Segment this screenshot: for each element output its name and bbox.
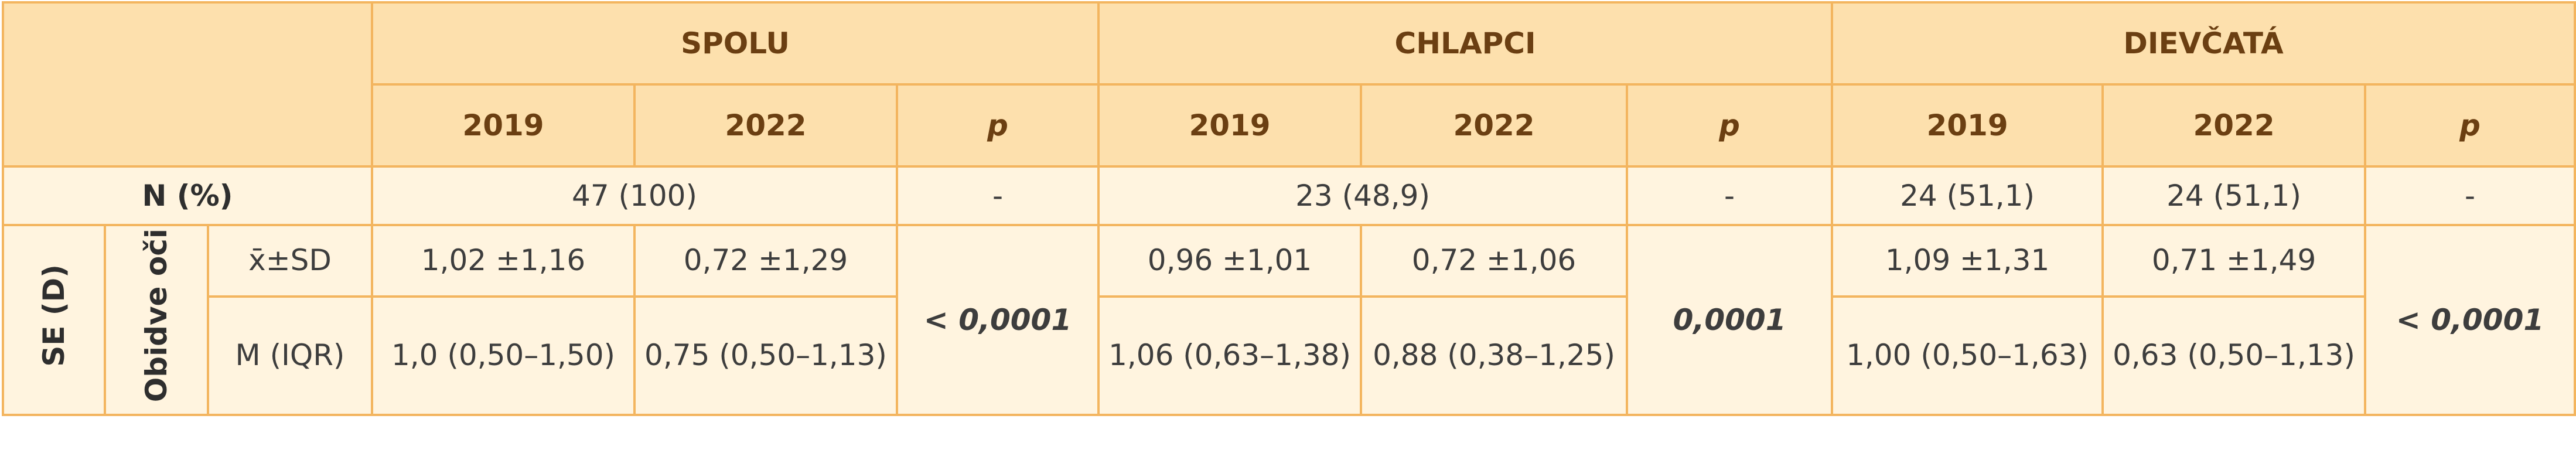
block-label: SE (D): [2, 223, 106, 417]
year-header: 2022: [1360, 83, 1629, 168]
cell: 1,00 (0,50–1,63): [1831, 295, 2104, 417]
year-header: 2019: [1097, 83, 1363, 168]
cell: 24 (51,1): [2101, 165, 2367, 226]
p-value: 0,0001: [1626, 223, 1834, 417]
stat-label: x̄±SD: [207, 224, 373, 298]
cell: 1,0 (0,50–1,50): [371, 295, 636, 417]
p-header: p: [1626, 83, 1834, 168]
cell: -: [2364, 165, 2576, 226]
header-row: SPOLU CHLAPCI DIEVČATÁ: [2, 1, 2576, 168]
year-header: 2019: [371, 83, 636, 168]
group-header: SPOLU: [370, 1, 1100, 86]
cell: 0,88 (0,38–1,25): [1360, 295, 1629, 417]
mean-row: SE (D) Obidve oči x̄±SD 1,02 ±1,16 0,72 …: [2, 223, 2576, 417]
cell: 0,96 ±1,01: [1097, 224, 1363, 298]
block-sublabel: Obidve oči: [104, 223, 209, 417]
block-sublabel-text: Obidve oči: [139, 229, 173, 403]
corner-cell: [2, 1, 373, 168]
cell: 0,75 (0,50–1,13): [633, 295, 898, 417]
cell: 47 (100): [371, 165, 898, 226]
cell: 1,09 ±1,31: [1831, 224, 2104, 298]
cell: -: [1626, 165, 1834, 226]
n-row: N (%) 47 (100) - 23 (48,9) - 24 (51,1) 2…: [2, 165, 2576, 226]
block-label-text: SE (D): [36, 264, 71, 367]
stat-label: M (IQR): [207, 295, 373, 417]
p-header: p: [2364, 83, 2576, 168]
subheader-row: 2019 2022 p 2019 2022 p 2019 2022 p: [3, 83, 2576, 168]
cell: 0,72 ±1,29: [633, 224, 898, 298]
year-header: 2019: [1831, 83, 2104, 168]
p-value: < 0,0001: [895, 223, 1100, 417]
p-value: < 0,0001: [2364, 223, 2576, 417]
cell: -: [895, 165, 1100, 226]
median-row: M (IQR) 1,0 (0,50–1,50) 0,75 (0,50–1,13)…: [3, 295, 2575, 417]
cell: 0,63 (0,50–1,13): [2101, 295, 2367, 417]
group-header: CHLAPCI: [1097, 1, 1834, 86]
cell: 1,02 ±1,16: [371, 224, 636, 298]
row-label: N (%): [2, 165, 373, 226]
cell: 0,71 ±1,49: [2101, 224, 2367, 298]
cell: 0,72 ±1,06: [1360, 224, 1629, 298]
year-header: 2022: [633, 83, 898, 168]
cell: 23 (48,9): [1097, 165, 1629, 226]
cell: 24 (51,1): [1831, 165, 2104, 226]
group-header: DIEVČATÁ: [1831, 1, 2576, 86]
results-table: SPOLU CHLAPCI DIEVČATÁ 2019 2022 p 2019 …: [2, 1, 2576, 417]
cell: 1,06 (0,63–1,38): [1097, 295, 1363, 417]
year-header: 2022: [2101, 83, 2367, 168]
p-header: p: [895, 83, 1100, 168]
